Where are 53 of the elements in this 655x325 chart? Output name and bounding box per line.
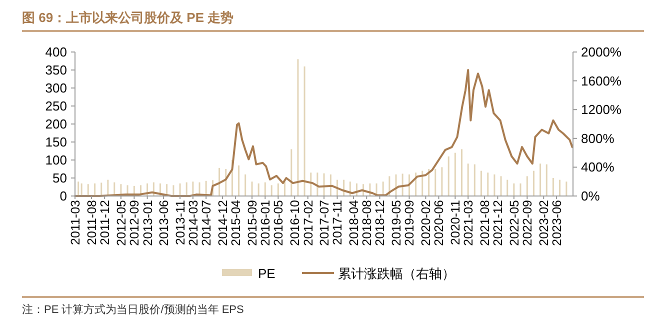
x-tick-label: 2019-05 xyxy=(389,200,404,246)
x-tick-label: 2012-05 xyxy=(114,200,128,246)
legend-label: PE xyxy=(258,266,276,281)
y2-tick-label: 0% xyxy=(581,188,600,204)
x-tick-label: 2014-07 xyxy=(200,200,214,246)
x-tick-label: 2016-01 xyxy=(258,200,273,246)
y-tick-label: 150 xyxy=(45,134,67,150)
x-tick-label: 2020-11 xyxy=(448,200,463,245)
x-tick-label: 2016-05 xyxy=(272,200,286,246)
x-tick-label: 2011-03 xyxy=(68,200,82,245)
x-tick-label: 2019-09 xyxy=(402,200,417,246)
y-tick-label: 0 xyxy=(60,188,67,204)
y-tick-label: 250 xyxy=(45,98,67,114)
x-tick-label: 2023-06 xyxy=(550,200,564,246)
x-tick-label: 2017-02 xyxy=(301,200,316,246)
x-tick-label: 2014-03 xyxy=(186,200,200,246)
x-tick-label: 2012-09 xyxy=(128,200,142,246)
legend-label: 累计涨跌幅（右轴） xyxy=(338,266,455,281)
x-tick-label: 2020-02 xyxy=(419,200,434,246)
x-tick-label: 2022-09 xyxy=(520,200,535,246)
x-tick-label: 2014-12 xyxy=(216,200,230,246)
x-tick-label: 2013-01 xyxy=(140,200,155,246)
x-tick-label: 2017-11 xyxy=(330,200,345,245)
text: 注：PE 计算方式为当日股价/预测的当年 EPS xyxy=(22,303,244,316)
x-tick-label: 2011-12 xyxy=(98,200,112,245)
y-tick-label: 100 xyxy=(45,152,67,168)
y-tick-label: 400 xyxy=(45,44,67,60)
x-tick-label: 2011-08 xyxy=(84,200,99,245)
x-tick-label: 2023-02 xyxy=(537,200,552,246)
y-tick-label: 50 xyxy=(52,170,67,186)
x-tick-label: 2015-09 xyxy=(246,200,260,246)
y2-tick-label: 800% xyxy=(581,130,615,146)
x-tick-label: 2022-05 xyxy=(507,200,522,246)
y-tick-label: 200 xyxy=(45,116,67,132)
x-tick-label: 2021-03 xyxy=(462,200,476,246)
x-tick-label: 2015-04 xyxy=(229,200,244,246)
x-tick-label: 2021-12 xyxy=(491,200,506,246)
x-tick-label: 2020-06 xyxy=(432,200,446,246)
y-tick-label: 350 xyxy=(45,62,67,78)
y2-tick-label: 1600% xyxy=(581,73,622,88)
y2-tick-label: 2000% xyxy=(581,44,622,60)
x-tick-label: 2018-04 xyxy=(346,200,361,246)
x-tick-label: 2018-08 xyxy=(360,200,374,246)
chart-title: 图 69：上市以来公司股价及 PE 走势 xyxy=(22,10,234,25)
y-tick-label: 300 xyxy=(45,80,67,96)
x-tick-label: 2017-07 xyxy=(318,200,332,246)
y2-tick-label: 1200% xyxy=(581,102,622,118)
x-tick-label: 2013-11 xyxy=(174,200,188,245)
y2-tick-label: 400% xyxy=(581,160,615,175)
x-tick-label: 2021-08 xyxy=(478,200,492,246)
x-tick-label: 2018-12 xyxy=(373,200,388,246)
x-tick-label: 2013-06 xyxy=(157,200,172,246)
x-tick-label: 2016-10 xyxy=(288,200,302,246)
